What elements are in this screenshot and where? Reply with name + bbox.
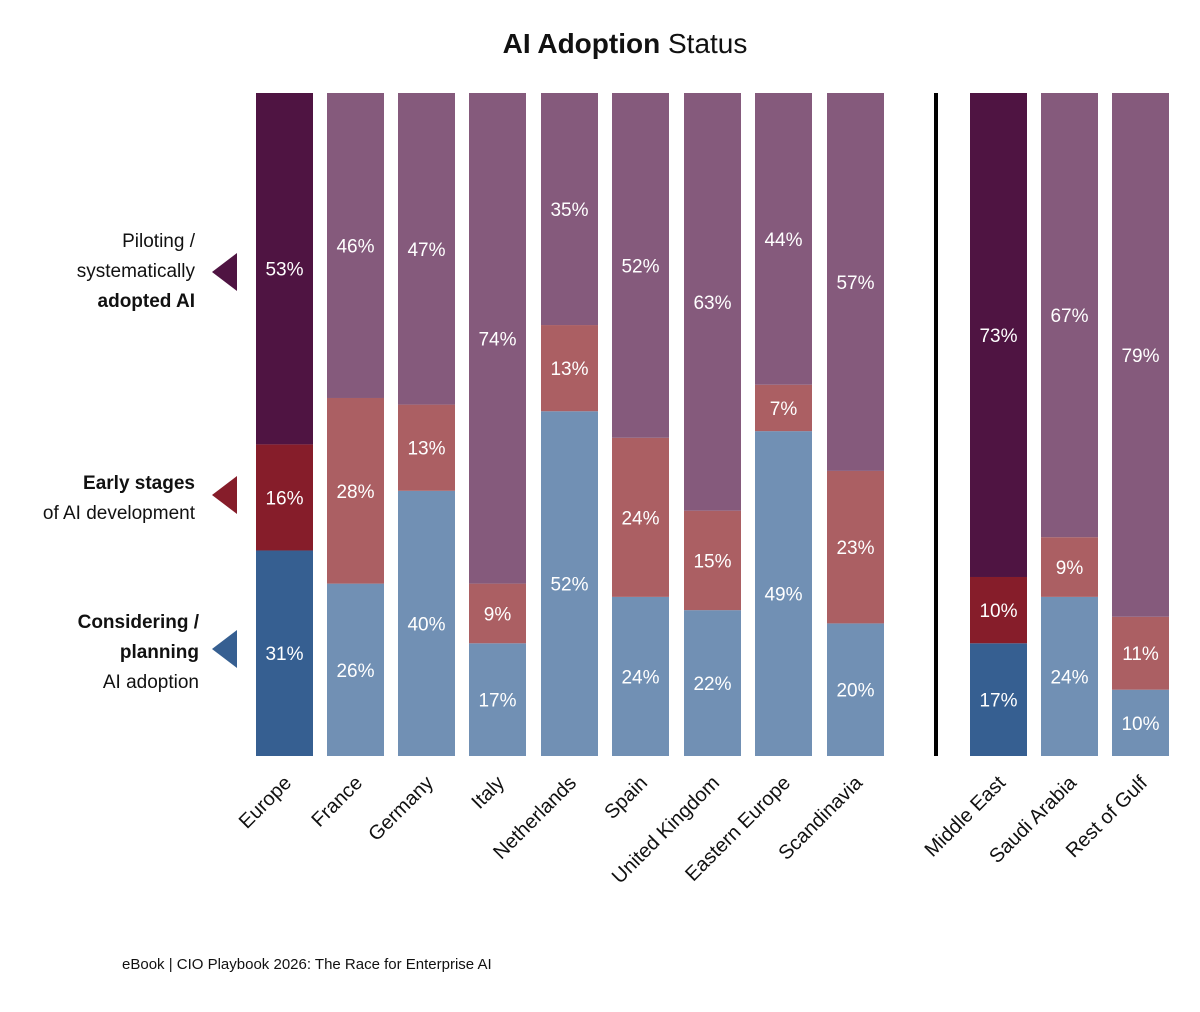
bar-segment <box>1112 616 1169 690</box>
data-label: 53% <box>265 260 303 281</box>
data-label: 24% <box>621 508 659 529</box>
data-label: 31% <box>265 644 303 665</box>
x-tick-label: Germany <box>364 772 438 846</box>
x-tick-label: France <box>307 772 367 832</box>
data-label: 63% <box>693 293 731 314</box>
data-label: 24% <box>1050 667 1088 688</box>
bar-segment <box>612 596 669 756</box>
bar-segment <box>469 583 526 644</box>
data-label: 10% <box>979 601 1017 622</box>
data-label: 11% <box>1122 644 1159 665</box>
bar-segment <box>755 384 812 432</box>
data-label: 13% <box>550 359 588 380</box>
data-label: 17% <box>478 691 516 712</box>
x-tick-label: Europe <box>235 772 296 833</box>
legend-early: Early stages of AI development <box>43 469 195 529</box>
bar-segment <box>684 93 741 511</box>
data-label: 26% <box>336 661 374 682</box>
bar-segment <box>1112 689 1169 756</box>
x-tick-label: Spain <box>600 772 652 824</box>
data-label: 17% <box>979 691 1017 712</box>
x-tick-label: Italy <box>468 772 509 813</box>
legend-arrow-icon <box>212 630 237 668</box>
legend-line: adopted AI <box>97 291 195 312</box>
legend-line: AI adoption <box>102 672 199 693</box>
data-label: 13% <box>407 439 445 460</box>
bar-segment <box>398 404 455 491</box>
bar-segment <box>970 93 1027 577</box>
bar-segment <box>827 623 884 756</box>
data-label: 44% <box>764 230 802 251</box>
title-bold: AI Adoption <box>502 28 661 59</box>
bar-segment <box>469 93 526 584</box>
data-label: 23% <box>836 538 874 559</box>
bar-segment <box>327 583 384 756</box>
bar-segment <box>1041 537 1098 597</box>
legend-line: planning <box>119 642 199 663</box>
data-label: 46% <box>336 236 374 257</box>
bar-segment <box>612 93 669 438</box>
data-label: 9% <box>484 604 512 625</box>
data-label: 15% <box>693 551 731 572</box>
title-rest: Status <box>667 28 748 59</box>
legend-arrow-icon <box>212 476 237 514</box>
data-label: 52% <box>621 256 659 277</box>
data-label: 67% <box>1050 306 1088 327</box>
bar-segment <box>541 411 598 756</box>
bar-segment <box>469 643 526 756</box>
bar-segment <box>327 93 384 398</box>
bar-segment <box>256 444 313 551</box>
data-label: 9% <box>1056 558 1084 579</box>
bar-segment <box>1041 93 1098 538</box>
legend-line: systematically <box>76 261 195 282</box>
data-label: 49% <box>764 585 802 606</box>
bar-segment <box>1041 596 1098 756</box>
bar-segment <box>755 431 812 756</box>
bar-segment <box>256 550 313 756</box>
legend-arrow-icon <box>212 253 237 291</box>
bar-segment <box>827 93 884 471</box>
data-label: 40% <box>407 614 445 635</box>
bar-segment <box>612 437 669 597</box>
data-label: 7% <box>770 399 798 420</box>
bar-segment <box>327 397 384 584</box>
bar-segment <box>970 576 1027 644</box>
data-label: 28% <box>336 482 374 503</box>
legend-line: Piloting / <box>122 231 195 252</box>
bar-segment <box>684 610 741 756</box>
data-label: 73% <box>979 326 1017 347</box>
bar-segment <box>398 490 455 756</box>
footer-text: eBook | CIO Playbook 2026: The Race for … <box>122 956 492 973</box>
bar-segment <box>256 93 313 445</box>
legend-considering: Considering / planning AI adoption <box>78 608 199 698</box>
legend-line: of AI development <box>42 503 195 524</box>
data-label: 74% <box>478 329 516 350</box>
bar-segment <box>970 643 1027 756</box>
bar-segment <box>684 510 741 611</box>
data-label: 57% <box>836 273 874 294</box>
legend-line: Considering / <box>77 612 199 633</box>
data-label: 35% <box>550 200 588 221</box>
data-label: 24% <box>621 667 659 688</box>
data-label: 16% <box>265 488 303 509</box>
data-label: 22% <box>693 674 731 695</box>
data-label: 79% <box>1121 346 1159 367</box>
chart-title: AI Adoption Status <box>0 28 1200 60</box>
data-label: 10% <box>1121 714 1159 735</box>
bar-segment <box>1112 93 1169 617</box>
bar-segment <box>398 93 455 405</box>
legend-piloting: Piloting / systematically adopted AI <box>77 227 195 317</box>
data-label: 47% <box>407 240 445 261</box>
bar-segment <box>541 325 598 412</box>
bar-segment <box>827 470 884 624</box>
legend-line: Early stages <box>83 473 195 494</box>
bar-segment <box>755 93 812 385</box>
bar-segment <box>541 93 598 326</box>
data-label: 52% <box>550 575 588 596</box>
data-label: 20% <box>836 681 874 702</box>
